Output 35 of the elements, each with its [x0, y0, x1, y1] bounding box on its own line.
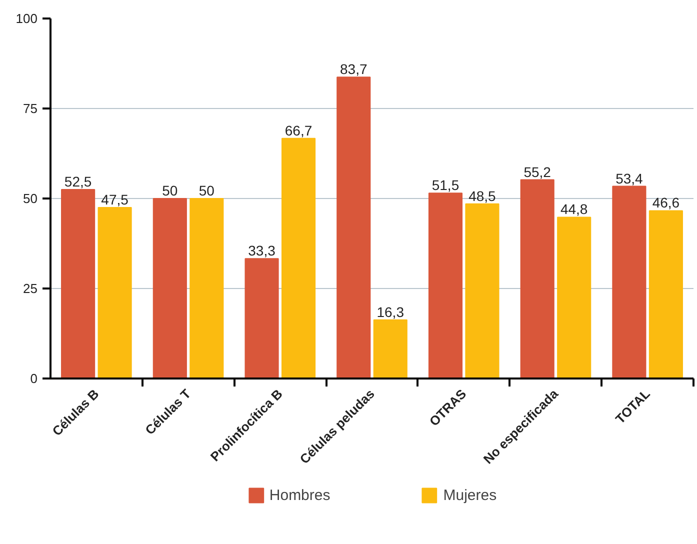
data-label: 33,3: [248, 242, 276, 259]
data-label: 50: [162, 182, 178, 198]
data-label: 51,5: [432, 177, 460, 194]
data-label: 83,7: [340, 61, 368, 78]
bar: [373, 319, 408, 378]
data-label: 44,8: [560, 201, 588, 218]
bar: [648, 210, 683, 378]
data-label: 55,2: [524, 164, 552, 180]
legend-label: Mujeres: [443, 486, 497, 504]
y-tick-label: 50: [23, 191, 38, 206]
bar: [520, 179, 554, 378]
bar: [428, 192, 463, 378]
bar: [244, 258, 279, 378]
bar: [61, 189, 96, 378]
y-tick-label: 25: [23, 281, 38, 296]
bar: [152, 198, 187, 378]
legend-label: Hombres: [269, 486, 330, 504]
bar: [281, 138, 316, 378]
bar: [190, 198, 224, 378]
data-label: 53,4: [616, 170, 644, 186]
data-label: 16,3: [376, 304, 404, 320]
y-tick-label: 100: [16, 11, 38, 26]
bar: [465, 203, 500, 378]
y-tick-label: 75: [23, 101, 38, 116]
data-label: 47,5: [101, 192, 129, 208]
bar: [612, 186, 646, 378]
data-label: 50: [198, 182, 215, 198]
data-label: 46,6: [652, 194, 680, 211]
bar: [98, 207, 132, 378]
bar: [557, 216, 592, 378]
data-label: 52,5: [64, 174, 92, 190]
y-tick-label: 0: [30, 371, 38, 386]
data-label: 48,5: [468, 188, 496, 204]
data-label: 66,7: [284, 122, 312, 138]
bar: [336, 76, 371, 378]
